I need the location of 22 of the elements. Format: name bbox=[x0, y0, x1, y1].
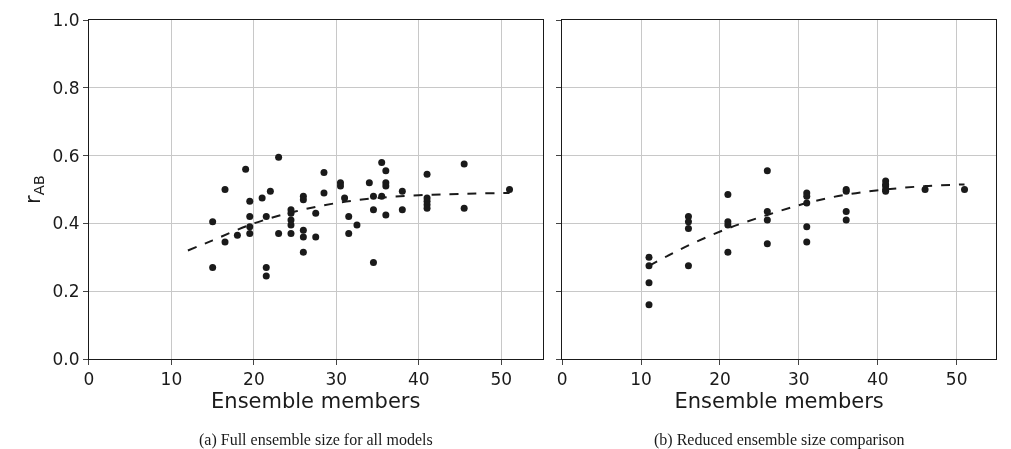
text: (b) Reduced ensemble size comparison bbox=[654, 431, 905, 449]
x-tick-label: 30 bbox=[788, 369, 810, 390]
x-tick-label: 40 bbox=[866, 369, 889, 390]
x-tick-label: 10 bbox=[630, 369, 652, 390]
x-axis-title: Ensemble members bbox=[674, 389, 884, 414]
x-tick-label: 50 bbox=[945, 369, 968, 390]
x-axis-title: Ensemble members bbox=[211, 389, 421, 414]
y-tick-label: 1.0 bbox=[52, 9, 80, 30]
x-tick-label: 0 bbox=[83, 369, 95, 390]
x-tick-label: 10 bbox=[160, 369, 183, 390]
y-tick-label: 0.0 bbox=[52, 348, 80, 369]
x-tick-label: 50 bbox=[490, 369, 513, 390]
x-tick-label: 0 bbox=[556, 369, 568, 390]
y-tick-label: 0.4 bbox=[52, 213, 80, 234]
text: (a) Full ensemble size for all models bbox=[199, 431, 433, 449]
x-tick-label: 40 bbox=[407, 369, 430, 390]
y-tick-label: 0.6 bbox=[52, 145, 80, 166]
y-tick-label: 0.2 bbox=[52, 281, 80, 302]
x-tick-label: 20 bbox=[709, 369, 731, 390]
x-tick-label: 30 bbox=[325, 369, 348, 390]
y-tick-label: 0.8 bbox=[52, 77, 80, 98]
x-tick-label: 20 bbox=[243, 369, 265, 390]
